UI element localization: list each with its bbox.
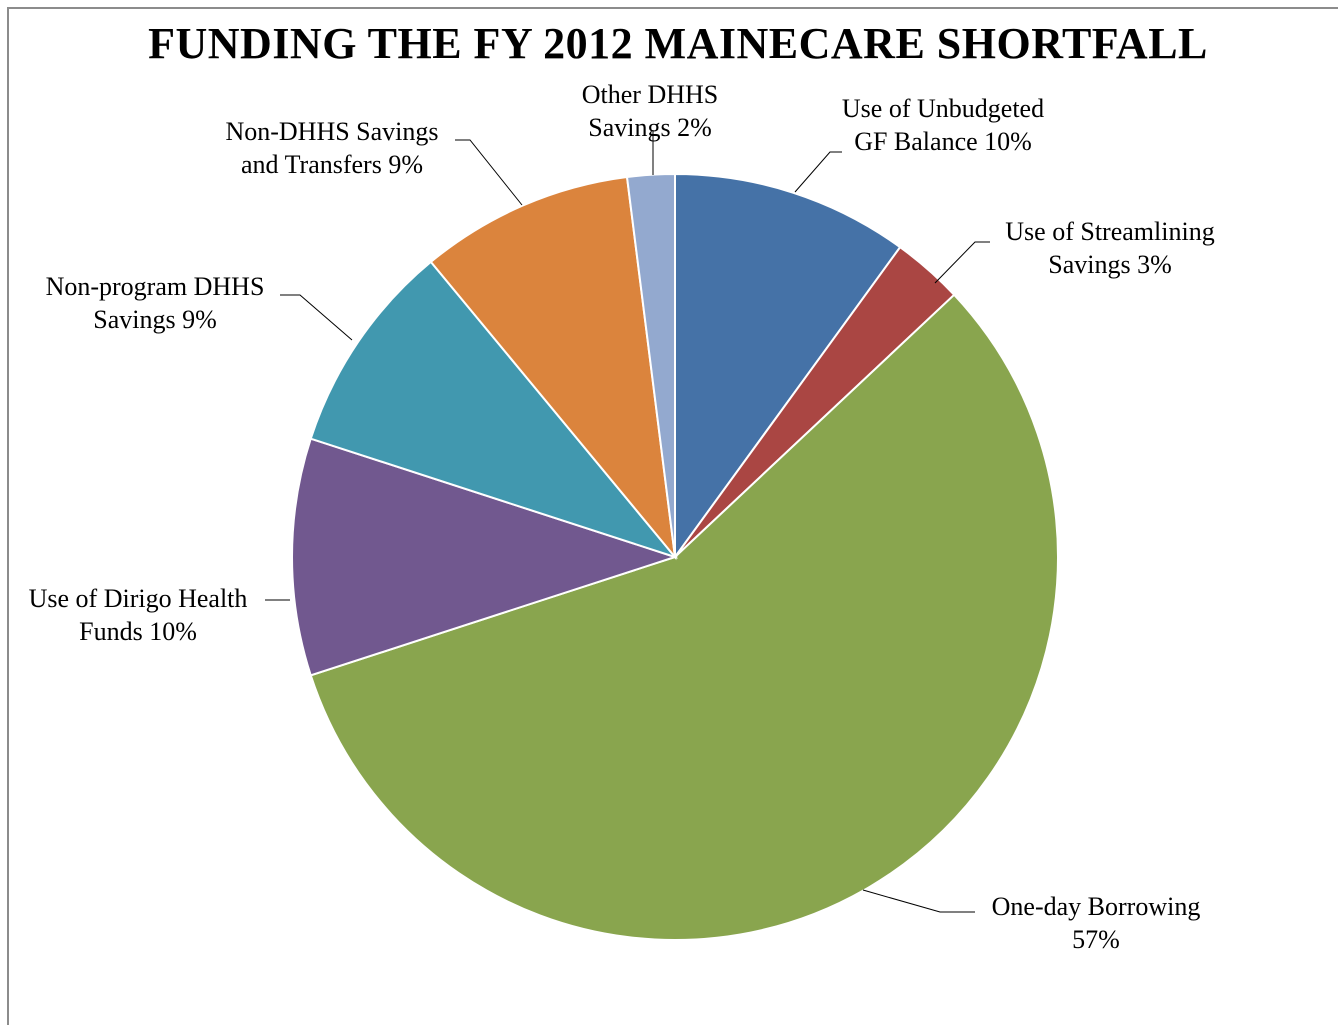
pie-slice: [291, 437, 679, 677]
leader-lines: [265, 130, 990, 913]
slice-label-line: Funds 10%: [79, 617, 197, 646]
slice-label-line: Use of Streamlining: [1005, 217, 1214, 246]
slice-label-line: Savings 2%: [588, 113, 712, 142]
slice-label-line: and Transfers 9%: [241, 150, 423, 179]
slice-label: Use of Dirigo Health Funds 10%: [29, 584, 248, 646]
pie-slice: [309, 260, 678, 560]
pie-slice: [309, 293, 1060, 942]
chart-title: FUNDING THE FY 2012 MAINECARE SHORTFALL: [148, 19, 1208, 68]
leader-line: [794, 151, 842, 193]
slice-label-line: Use of Dirigo Health: [29, 584, 248, 613]
slice-label: One-day Borrowing 57%: [992, 892, 1201, 954]
slice-label-line: Savings 9%: [93, 305, 217, 334]
slice-label-line: Non-program DHHS: [46, 272, 265, 301]
slice-label-line: Other DHHS: [582, 80, 719, 109]
pie-slice: [674, 172, 902, 561]
slice-label: Use of Streamlining Savings 3%: [1005, 217, 1214, 279]
slice-label: Other DHHS Savings 2%: [582, 80, 719, 142]
pie-slices: [291, 172, 1060, 942]
slice-label-line: Use of Unbudgeted: [842, 94, 1044, 123]
slice-label-line: Savings 3%: [1048, 250, 1172, 279]
slice-label-line: Non-DHHS Savings: [225, 117, 438, 146]
slice-label-line: 57%: [1072, 925, 1120, 954]
leader-line: [862, 889, 975, 913]
leader-line: [934, 241, 990, 284]
leader-line: [280, 294, 353, 341]
slice-label: Non-program DHHS Savings 9%: [46, 272, 265, 334]
slice-labels: Use of Unbudgeted GF Balance 10% Use of St…: [29, 80, 1215, 954]
slice-label-line: One-day Borrowing: [992, 892, 1201, 921]
pie-slice: [625, 172, 676, 558]
leader-line: [455, 139, 523, 206]
slice-label: Use of Unbudgeted GF Balance 10%: [842, 94, 1044, 156]
slice-label: Non-DHHS Savings and Transfers 9%: [225, 117, 438, 179]
pie-slice: [429, 175, 677, 561]
slice-label-line: GF Balance 10%: [854, 127, 1032, 156]
